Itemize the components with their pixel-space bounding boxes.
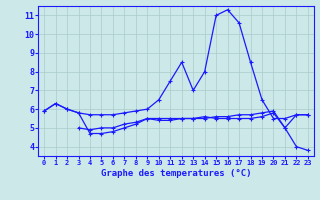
X-axis label: Graphe des temperatures (°C): Graphe des temperatures (°C) xyxy=(101,169,251,178)
